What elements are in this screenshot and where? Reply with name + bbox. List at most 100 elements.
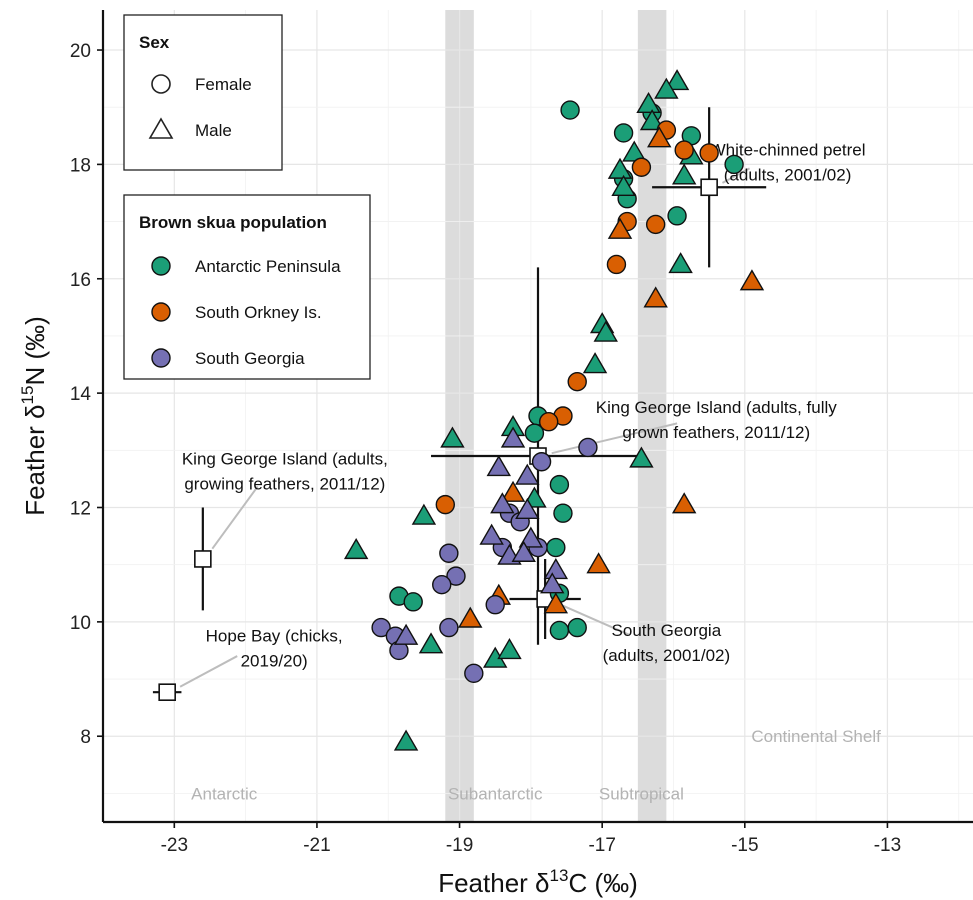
point-south-georgia-male	[511, 540, 536, 562]
legend-sex-title: Sex	[139, 33, 170, 52]
legend-male-label: Male	[195, 121, 232, 140]
point-antarctic-peninsula-male	[497, 638, 522, 660]
point-antarctic-peninsula-female	[667, 206, 687, 226]
x-axis-title: Feather δ13C (‰)	[438, 866, 638, 898]
region-label-antarctic: Antarctic	[191, 784, 258, 803]
point-south-georgia-female	[531, 452, 552, 472]
legend-population-title: Brown skua population	[139, 213, 327, 232]
point-south-orkney-is-male	[607, 217, 633, 239]
point-south-georgia-male	[479, 523, 504, 545]
point-south-georgia-male	[515, 463, 540, 485]
point-antarctic-peninsula-male	[607, 157, 633, 179]
legend-population-box	[123, 194, 371, 380]
legend-antarctic-peninsula-label: Antarctic Peninsula	[195, 257, 341, 276]
y-tick-label: 14	[70, 384, 92, 405]
point-south-georgia-male	[393, 623, 419, 645]
legend-male-symbol	[148, 117, 174, 139]
point-antarctic-peninsula-female	[524, 423, 545, 443]
point-antarctic-peninsula-male	[654, 77, 679, 99]
y-tick-label: 16	[70, 270, 91, 291]
point-antarctic-peninsula-female	[560, 100, 580, 120]
legend-south-orkney-label: South Orkney Is.	[195, 303, 322, 322]
point-antarctic-peninsula-male	[671, 163, 697, 185]
point-south-georgia-male	[515, 497, 540, 520]
y-tick-label: 20	[70, 41, 91, 62]
x-tick-label: -19	[446, 835, 473, 856]
point-south-georgia-female	[371, 617, 391, 638]
point-south-orkney-is-male	[458, 606, 483, 628]
point-south-orkney-is-male	[586, 552, 611, 574]
ref-leader-king-george-island-adults-growing-feathers-2011-12	[211, 485, 259, 550]
point-antarctic-peninsula-male	[664, 69, 690, 91]
y-tick-label: 12	[70, 498, 91, 519]
point-antarctic-peninsula-male	[418, 632, 444, 654]
point-south-georgia-male	[486, 455, 511, 477]
legend-south-georgia-label: South Georgia	[195, 349, 305, 368]
point-antarctic-peninsula-male	[593, 320, 618, 342]
point-antarctic-peninsula-female	[546, 537, 566, 558]
point-south-orkney-is-male	[500, 480, 526, 502]
point-antarctic-peninsula-female	[724, 154, 744, 175]
ref-leader-white-chinned-petrel-adults-2001-02	[721, 167, 751, 184]
reference-populations: White-chinned petrel (adults, 2001/02) Kin…	[152, 107, 866, 701]
point-antarctic-peninsula-female	[403, 592, 423, 612]
point-antarctic-peninsula-female	[613, 123, 634, 143]
ref-label-king-george-island-adults-growing-feathers-2011-12: King George Island (adults, growing feath…	[182, 449, 388, 493]
x-tick-label: -17	[588, 835, 615, 856]
legend-sex-box	[123, 14, 283, 171]
point-antarctic-peninsula-male	[343, 537, 369, 560]
x-tick-label: -21	[303, 835, 330, 856]
region-label-continental-shelf: Continental Shelf	[751, 727, 881, 746]
ref-marker-white-chinned-petrel-adults-2001-02	[700, 178, 718, 197]
legend-sex: Sex Female Male	[123, 14, 283, 171]
point-antarctic-peninsula-male	[636, 91, 661, 114]
point-south-georgia-female	[485, 595, 505, 615]
point-south-orkney-is-female	[645, 214, 666, 235]
legend-south-orkney-symbol	[151, 302, 171, 322]
legend-female-symbol	[151, 74, 171, 94]
point-south-orkney-is-female	[674, 140, 694, 160]
point-south-georgia-female	[439, 617, 459, 638]
point-antarctic-peninsula-male	[582, 352, 608, 374]
y-tick-label: 18	[70, 155, 91, 176]
y-tick-label: 8	[80, 727, 91, 748]
point-antarctic-peninsula-male	[440, 426, 465, 448]
region-label-subantarctic: Subantarctic	[448, 784, 543, 803]
ref-marker-king-george-island-adults-growing-feathers-2011-12	[194, 550, 212, 568]
region-label-subtropical: Subtropical	[599, 784, 684, 803]
point-antarctic-peninsula-male	[639, 109, 665, 131]
ref-leader-hope-bay-chicks-2019-20	[179, 655, 238, 688]
point-south-georgia-female	[446, 566, 466, 586]
point-south-orkney-is-female	[606, 254, 627, 275]
axes	[101, 10, 973, 824]
point-antarctic-peninsula-female	[549, 474, 570, 495]
legend-antarctic-peninsula-symbol	[151, 256, 171, 276]
tick-labels: -23 -21 -19 -17 -15 -13 8 10 12 14 16 18 20	[70, 41, 901, 856]
x-tick-label: -23	[161, 835, 188, 856]
point-antarctic-peninsula-female	[567, 617, 587, 638]
point-south-orkney-is-female	[699, 143, 719, 163]
point-south-orkney-is-male	[739, 269, 765, 291]
y-axis-title: Feather δ15N (‰)	[18, 316, 50, 516]
ref-marker-hope-bay-chicks-2019-20	[158, 683, 176, 701]
point-antarctic-peninsula-male	[393, 729, 419, 751]
legend-south-georgia-symbol	[151, 348, 171, 368]
point-south-georgia-male	[540, 572, 565, 594]
legend-female-label: Female	[195, 75, 252, 94]
point-south-orkney-is-male	[643, 286, 668, 308]
point-south-georgia-female	[578, 437, 598, 458]
ref-label-king-george-island-adults-fully-grown-feathers-2011-12: King George Island (adults, fully grown f…	[596, 398, 837, 442]
point-antarctic-peninsula-female	[549, 620, 570, 641]
point-south-georgia-male	[500, 426, 526, 448]
ref-leader-south-georgia-adults-2001-02	[557, 602, 630, 636]
ref-label-south-georgia-adults-2001-02: South Georgia (adults, 2001/02)	[603, 621, 731, 665]
point-antarctic-peninsula-male	[629, 446, 654, 468]
point-south-orkney-is-female	[538, 412, 559, 432]
point-south-orkney-is-female	[631, 157, 652, 177]
point-south-orkney-is-female	[567, 371, 587, 392]
point-antarctic-peninsula-male	[668, 252, 693, 274]
x-tick-label: -13	[874, 835, 901, 856]
point-antarctic-peninsula-male	[611, 174, 636, 196]
point-antarctic-peninsula-female	[553, 503, 573, 523]
